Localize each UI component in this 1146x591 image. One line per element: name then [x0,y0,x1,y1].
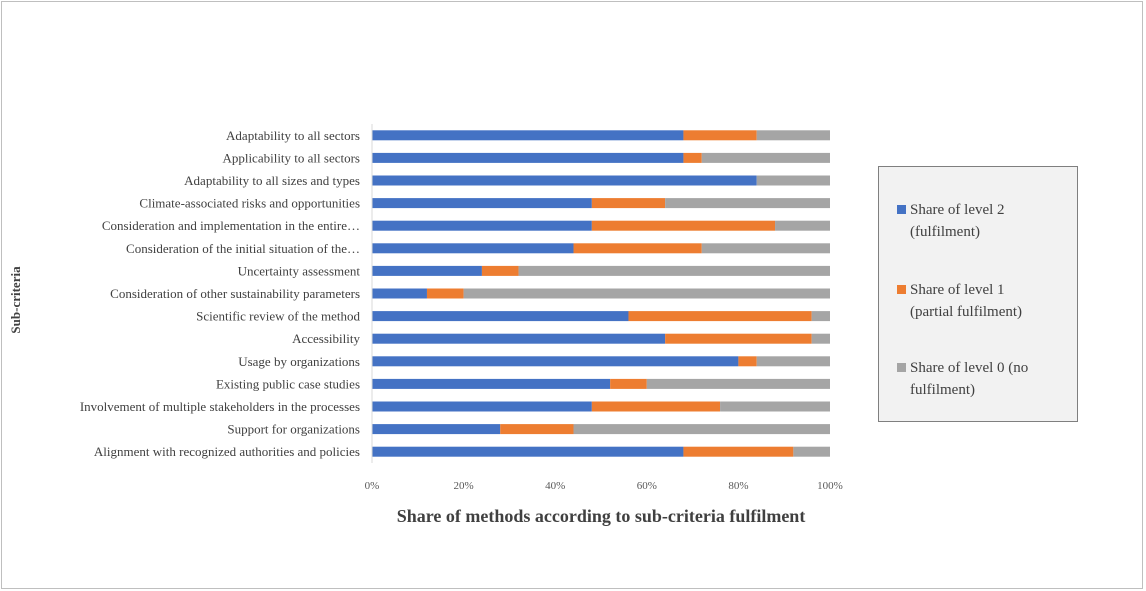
y-tick-label: Consideration and implementation in the … [102,218,360,233]
bar-segment-level-1 [610,378,647,389]
bar-segment-level-0 [811,311,830,322]
y-tick-label: Accessibility [292,331,360,346]
bar-segment-level-2 [372,220,592,231]
bar-segment-level-1 [738,356,757,367]
legend-label-level-1: Share of level 1 (partial fulfilment) [910,279,1070,323]
y-tick-label: Consideration of the initial situation o… [126,241,360,256]
bar-segment-level-2 [372,265,482,276]
bar-segment-level-2 [372,175,757,186]
y-tick-label: Applicability to all sectors [222,150,360,165]
legend-swatch-level-1 [897,285,906,294]
x-tick-label: 40% [545,480,565,492]
bar-segment-level-2 [372,130,684,141]
x-tick-label: 100% [817,480,843,492]
y-tick-label: Scientific review of the method [196,309,360,324]
bar-segment-level-0 [756,175,830,186]
bar-segment-level-2 [372,152,684,163]
bar-segment-level-0 [793,446,830,457]
bar-segment-level-0 [756,130,830,141]
bar-segment-level-2 [372,311,629,322]
bar-segment-level-2 [372,288,427,299]
y-tick-label: Consideration of other sustainability pa… [110,286,360,301]
legend-line: fulfilment) [910,382,975,398]
bar-segment-level-1 [628,311,812,322]
bar-segment-level-1 [573,243,702,254]
bar-segment-level-1 [426,288,464,299]
bar-segment-level-1 [591,198,666,209]
y-tick-label: Involvement of multiple stakeholders in … [80,399,360,414]
bar-segment-level-0 [720,401,830,412]
bar-segment-level-0 [756,356,830,367]
bar-segment-level-0 [463,288,830,299]
legend-swatch-level-2 [897,205,906,214]
bar-segment-level-0 [775,220,830,231]
bar-segment-level-0 [518,265,830,276]
bar-segment-level-2 [372,333,666,344]
bar-segment-level-2 [372,424,501,435]
bar-segment-level-1 [591,220,776,231]
bar-segment-level-2 [372,401,592,412]
bar-segment-level-1 [683,130,757,141]
bar-segment-level-0 [811,333,830,344]
legend-line: Share of level 2 [910,202,1005,218]
bar-segment-level-0 [701,243,830,254]
x-axis-title: Share of methods according to sub-criter… [397,506,806,526]
bar-segment-level-0 [701,152,830,163]
legend-line: Share of level 0 (no [910,360,1029,376]
bar-segment-level-2 [372,243,574,254]
y-tick-label: Support for organizations [227,422,360,437]
bar-segment-level-2 [372,356,739,367]
legend-line: Share of level 1 [910,282,1005,298]
bar-segment-level-1 [481,265,519,276]
bar-segment-level-0 [573,424,830,435]
legend: Share of level 2 (fulfilment) Share of l… [878,166,1078,422]
y-tick-label: Adaptability to all sizes and types [184,173,360,188]
bar-segment-level-0 [665,198,830,209]
bar-segment-level-1 [500,424,574,435]
x-tick-label: 20% [454,480,474,492]
y-axis-title: Sub-criteria [8,266,23,334]
bars-layer [372,130,830,457]
legend-line: (partial fulfilment) [910,304,1023,320]
x-tick-label: 80% [728,480,748,492]
legend-line: (fulfilment) [910,224,980,240]
y-tick-label: Existing public case studies [216,376,360,391]
bar-segment-level-1 [665,333,812,344]
y-tick-labels: Adaptability to all sectors Applicability… [80,128,361,459]
bar-segment-level-2 [372,446,684,457]
y-tick-label: Adaptability to all sectors [226,128,360,143]
bar-segment-level-1 [683,446,794,457]
y-tick-label: Uncertainty assessment [238,263,361,278]
x-tick-labels: 0% 20% 40% 60% 80% 100% [365,480,843,492]
y-tick-label: Climate-associated risks and opportuniti… [139,196,360,211]
legend-swatch-level-0 [897,363,906,372]
legend-label-level-0: Share of level 0 (no fulfilment) [910,357,1070,401]
y-tick-label: Usage by organizations [238,354,360,369]
bar-segment-level-2 [372,198,592,209]
bar-segment-level-2 [372,378,611,389]
bar-segment-level-1 [591,401,721,412]
legend-label-level-2: Share of level 2 (fulfilment) [910,199,1070,243]
bar-segment-level-0 [646,378,830,389]
y-tick-label: Alignment with recognized authorities an… [94,444,360,459]
x-tick-label: 0% [365,480,380,492]
bar-segment-level-1 [683,152,702,163]
x-tick-label: 60% [637,480,657,492]
